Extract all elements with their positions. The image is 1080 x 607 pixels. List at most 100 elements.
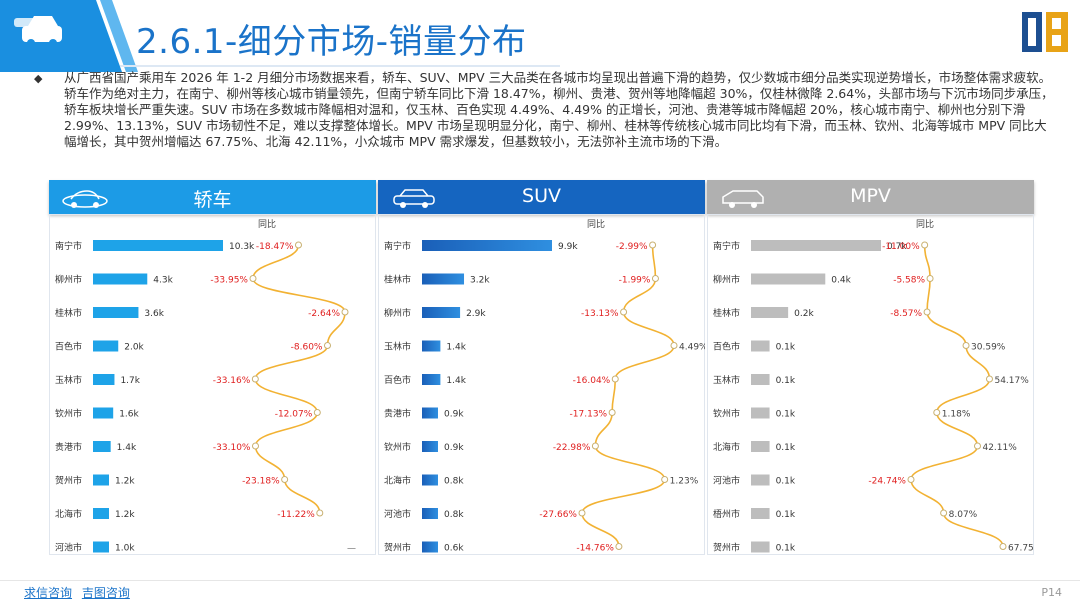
intro-paragraph: 从广西省国产乘用车 2026 年 1-2 月细分市场数据来看，轿车、SUV、MP… <box>64 70 1054 149</box>
yoy-label: -18.47% <box>256 242 294 252</box>
value-label: 0.2k <box>794 309 814 319</box>
value-label: 0.6k <box>444 544 464 554</box>
yoy-line <box>910 244 1004 547</box>
yoy-label: -14.76% <box>576 544 614 554</box>
category-label: 北海市 <box>384 475 411 487</box>
yoy-point <box>907 476 915 483</box>
yoy-label: -13.13% <box>581 309 619 319</box>
yoy-point <box>591 442 599 450</box>
value-label: 0.9k <box>444 443 464 453</box>
category-label: 玉林市 <box>384 341 411 353</box>
bar <box>422 273 465 285</box>
yoy-point <box>670 342 678 349</box>
yoy-label: -11.22% <box>277 510 315 520</box>
panel-border <box>707 214 1034 555</box>
value-label: 1.4k <box>446 343 466 353</box>
yoy-point <box>651 275 659 282</box>
value-label: 0.1k <box>776 443 796 453</box>
footer-link-qiuxin[interactable]: 求信咨询 <box>24 586 73 600</box>
yoy-point <box>323 342 331 349</box>
yoy-header: 同比 <box>258 218 276 230</box>
yoy-point <box>985 375 993 383</box>
value-label: 3.2k <box>470 276 490 286</box>
category-label: 南宁市 <box>384 240 411 252</box>
bullet-icon: ◆ <box>34 72 43 85</box>
yoy-label: -24.74% <box>868 477 906 487</box>
category-label: 柳州市 <box>384 307 411 319</box>
category-label: 贺州市 <box>713 542 740 554</box>
category-label: 河池市 <box>55 542 82 554</box>
panel-title: SUV <box>522 185 561 207</box>
bar <box>422 474 438 486</box>
bar <box>751 307 789 318</box>
bar <box>751 240 881 251</box>
panel-header-mpv: MPV <box>707 180 1034 214</box>
value-label: 1.2k <box>115 477 135 487</box>
yoy-point <box>661 476 669 483</box>
bar <box>422 240 552 251</box>
yoy-label: -12.07% <box>275 410 313 420</box>
category-label: 南宁市 <box>55 240 82 252</box>
category-label: 柳州市 <box>713 274 740 286</box>
yoy-point <box>341 308 349 316</box>
yoy-header: 同比 <box>916 218 934 230</box>
value-label: 0.8k <box>444 477 464 487</box>
bar <box>93 508 109 519</box>
yoy-label: 4.49% <box>679 343 705 353</box>
car-icon <box>14 18 36 27</box>
yoy-label: -33.10% <box>213 443 251 453</box>
page-title: 2.6.1-细分市场-销量分布 <box>136 22 527 62</box>
yoy-point <box>926 275 934 282</box>
bar <box>93 441 111 452</box>
panel-header-suv: SUV <box>378 180 705 214</box>
yoy-label: -2.99% <box>616 242 648 252</box>
value-label: 0.1k <box>776 410 796 420</box>
category-label: 百色市 <box>384 374 411 386</box>
bar <box>422 307 461 318</box>
value-label: 0.7k <box>887 242 907 252</box>
yoy-label: 8.07% <box>949 510 978 520</box>
yoy-point <box>962 342 970 349</box>
yoy-point <box>251 442 259 450</box>
yoy-label: -27.66% <box>539 510 577 520</box>
category-label: 钦州市 <box>384 441 411 453</box>
bar <box>93 407 114 419</box>
category-label: 桂林市 <box>384 274 411 286</box>
yoy-label: -23.18% <box>242 477 280 487</box>
bar <box>93 374 115 385</box>
yoy-label: -33.95% <box>210 276 248 286</box>
yoy-point <box>281 476 289 483</box>
category-label: 贵港市 <box>55 441 82 453</box>
yoy-label: — <box>347 544 356 554</box>
yoy-point <box>611 375 619 383</box>
footer-link-jitu[interactable]: 吉图咨询 <box>81 586 130 600</box>
bar <box>422 441 438 452</box>
value-label: 9.9k <box>558 242 578 252</box>
category-label: 钦州市 <box>713 408 740 420</box>
category-label: 贵港市 <box>384 408 411 420</box>
value-label: 10.3k <box>229 242 255 252</box>
yoy-label: -8.60% <box>291 343 323 353</box>
sedan-icon <box>62 190 108 208</box>
yoy-label: 1.23% <box>670 477 699 487</box>
yoy-point <box>578 509 586 517</box>
yoy-label: 30.59% <box>971 343 1006 353</box>
yoy-line <box>581 244 675 547</box>
value-label: 3.6k <box>144 309 164 319</box>
panel-header-sedan: 轿车 <box>49 180 376 214</box>
category-label: 玉林市 <box>55 374 82 386</box>
title-banner <box>0 0 560 72</box>
value-label: 0.1k <box>776 510 796 520</box>
bar <box>751 340 770 352</box>
yoy-point <box>933 409 941 416</box>
yoy-point <box>615 543 623 550</box>
bar <box>93 273 148 285</box>
yoy-label: 54.17% <box>994 376 1029 386</box>
category-label: 钦州市 <box>55 408 82 420</box>
bar <box>751 541 770 553</box>
category-label: 百色市 <box>55 341 82 353</box>
yoy-line <box>252 244 346 514</box>
